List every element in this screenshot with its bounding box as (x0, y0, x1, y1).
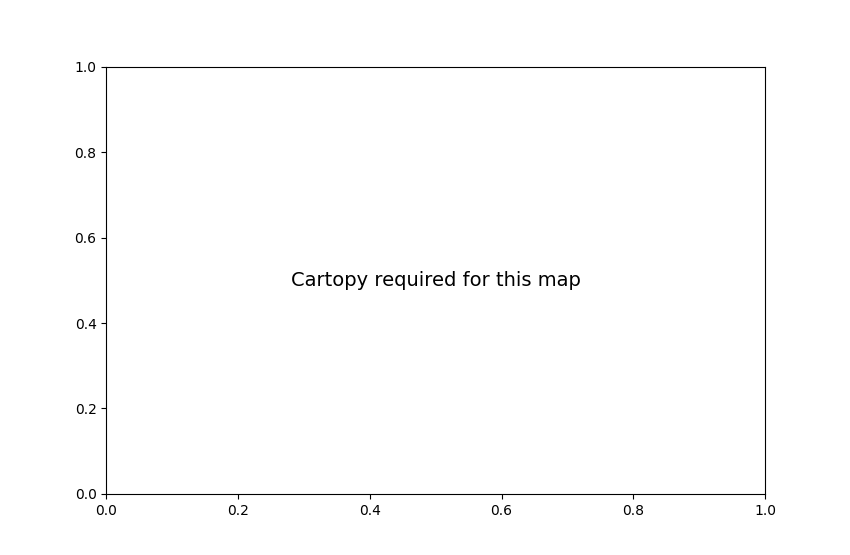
Text: Cartopy required for this map: Cartopy required for this map (291, 271, 581, 290)
